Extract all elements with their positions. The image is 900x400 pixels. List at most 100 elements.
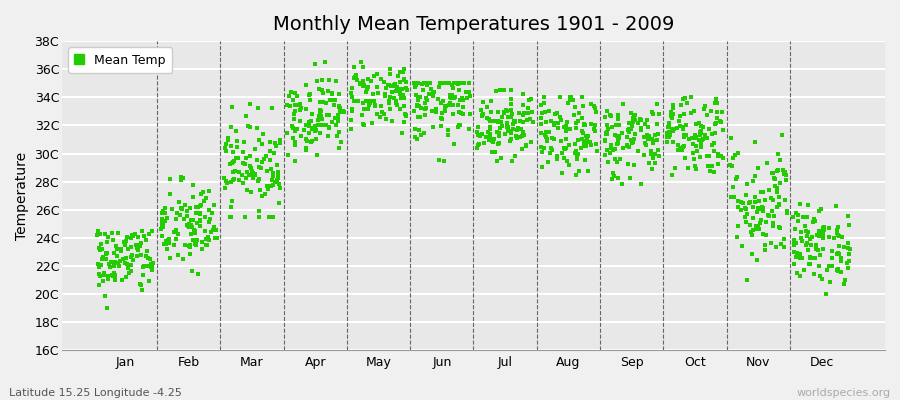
Point [352, 81, 366, 87]
Point [225, 104, 239, 110]
Point [451, 124, 465, 130]
Point [322, 76, 337, 83]
Point [134, 240, 148, 246]
Point [500, 120, 514, 126]
Point [222, 161, 237, 167]
Point [270, 162, 284, 168]
Point [235, 171, 249, 178]
Point [392, 73, 406, 80]
Point [410, 80, 425, 86]
Point [645, 136, 660, 142]
Point [231, 155, 246, 162]
Point [621, 160, 635, 167]
Point [266, 214, 280, 220]
Point [270, 169, 284, 175]
Point [802, 261, 816, 268]
Point [685, 134, 699, 141]
Point [320, 132, 335, 139]
Point [768, 182, 782, 189]
Point [107, 263, 122, 270]
Point [702, 126, 716, 132]
Point [292, 118, 307, 124]
Point [313, 99, 328, 106]
Point [423, 80, 437, 86]
Point [314, 108, 328, 114]
Point [758, 242, 772, 248]
Point [765, 208, 779, 214]
Point [206, 227, 220, 233]
Point [794, 235, 808, 241]
Point [161, 237, 176, 243]
Point [370, 71, 384, 77]
Point [184, 268, 199, 274]
Point [367, 98, 382, 104]
Point [538, 134, 553, 140]
Point [801, 202, 815, 208]
Point [642, 132, 656, 139]
Point [206, 202, 220, 208]
Point [257, 191, 272, 197]
Point [697, 106, 711, 112]
Point [516, 129, 530, 135]
Point [348, 75, 363, 81]
Point [116, 239, 130, 245]
Point [313, 107, 328, 114]
Point [671, 146, 686, 153]
Point [786, 214, 800, 220]
Point [708, 120, 723, 127]
Point [356, 121, 370, 127]
Point [558, 146, 572, 152]
Point [578, 157, 592, 164]
Point [652, 111, 666, 117]
Point [673, 123, 688, 130]
Point [662, 122, 676, 128]
Point [817, 224, 832, 230]
Point [753, 216, 768, 223]
Point [230, 144, 244, 150]
Point [97, 293, 112, 299]
Point [713, 118, 727, 124]
Point [541, 129, 555, 136]
Point [224, 179, 238, 185]
Point [812, 263, 826, 270]
Point [552, 120, 566, 127]
Point [675, 126, 689, 133]
Point [695, 136, 709, 143]
Point [476, 99, 491, 106]
Point [536, 110, 550, 116]
Point [619, 134, 634, 140]
Point [779, 208, 794, 215]
Point [433, 80, 447, 86]
Point [387, 94, 401, 101]
Point [492, 140, 507, 146]
Point [419, 95, 434, 101]
Point [666, 127, 680, 134]
Point [114, 248, 129, 254]
Point [571, 137, 585, 143]
Point [302, 118, 317, 125]
Point [97, 231, 112, 237]
Point [382, 100, 396, 106]
Point [696, 136, 710, 142]
Point [748, 194, 762, 200]
Point [804, 260, 818, 267]
Point [239, 187, 254, 194]
Point [302, 90, 317, 97]
Point [773, 180, 788, 186]
Point [534, 130, 548, 136]
Point [745, 178, 760, 184]
Point [738, 192, 752, 199]
Point [482, 124, 497, 130]
Point [640, 117, 654, 123]
Point [787, 238, 801, 244]
Y-axis label: Temperature: Temperature [15, 152, 29, 240]
Point [541, 108, 555, 114]
Point [726, 184, 741, 190]
Point [562, 141, 577, 148]
Point [575, 136, 590, 143]
Point [410, 96, 425, 103]
Point [754, 206, 769, 212]
Point [599, 131, 614, 137]
Point [634, 116, 648, 122]
Point [830, 266, 844, 273]
